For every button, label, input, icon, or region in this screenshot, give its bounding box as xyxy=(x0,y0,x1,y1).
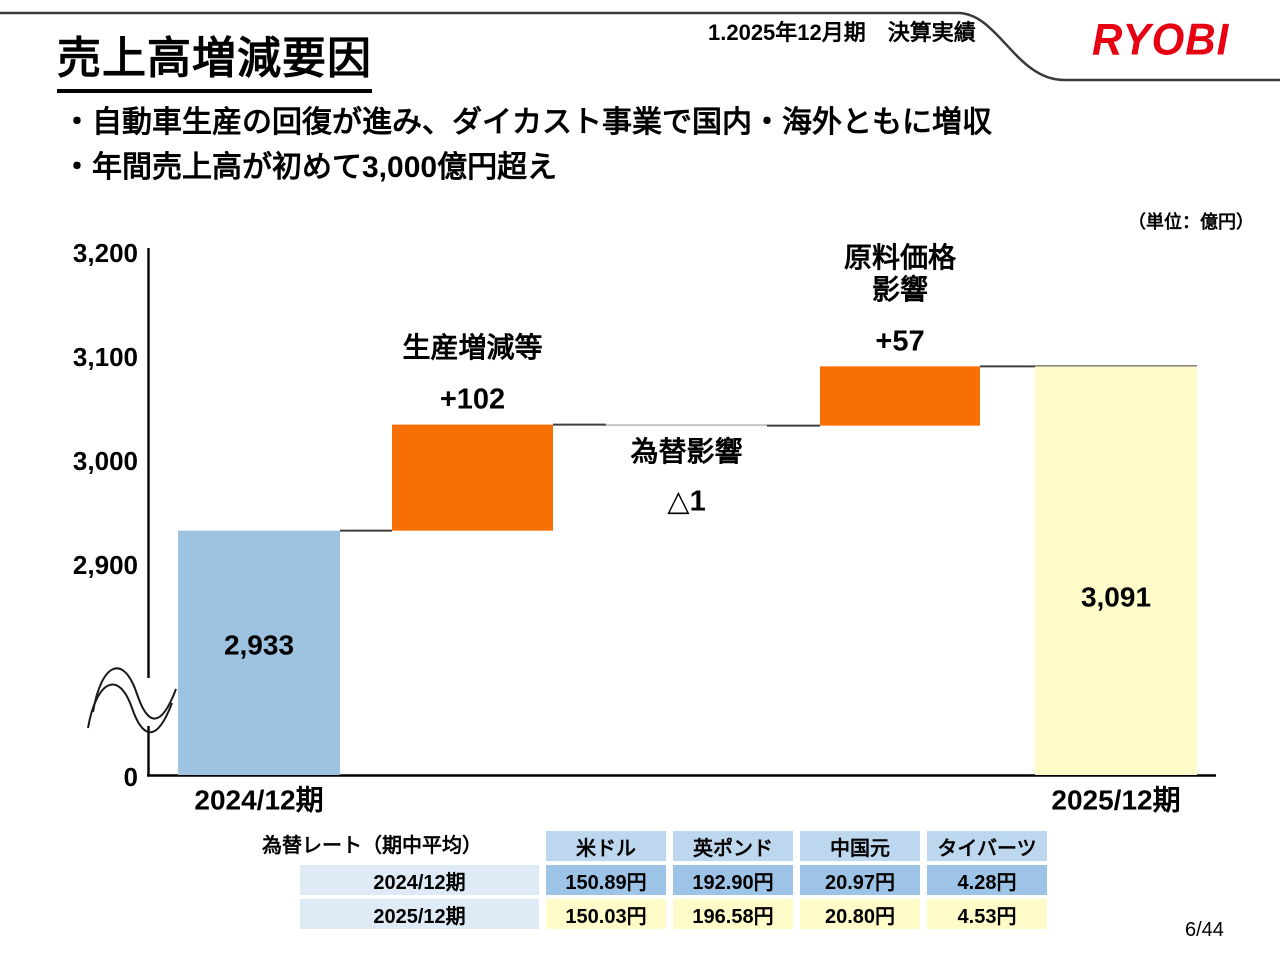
bullet-point: ・年間売上高が初めて3,000億円超え xyxy=(62,151,558,184)
waterfall-bar xyxy=(178,530,340,775)
fx-table-column-header: 英ポンド xyxy=(673,831,793,861)
x-axis-label: 2025/12期 xyxy=(1051,785,1180,816)
fx-table-column-header: タイバーツ xyxy=(927,831,1047,861)
fx-table-cell: 150.89円 xyxy=(546,865,666,895)
fx-table-corner-spacer xyxy=(300,831,539,861)
y-axis-tick-label: 2,900 xyxy=(73,550,138,580)
ryobi-logo: RYOBI xyxy=(1092,14,1230,65)
x-axis-label: 2024/12期 xyxy=(194,785,323,816)
fx-table-cell: 20.97円 xyxy=(800,865,920,895)
fx-table-cell: 20.80円 xyxy=(800,899,920,929)
fx-table-cell: 4.53円 xyxy=(927,899,1047,929)
chart-unit-label: （単位：億円） xyxy=(1128,212,1254,232)
y-axis-tick-label: 0 xyxy=(124,762,138,792)
y-axis-tick-label: 3,000 xyxy=(73,446,138,476)
axis-break-squiggle xyxy=(92,667,177,720)
bar-name-label: 為替影響 xyxy=(630,435,742,467)
waterfall-bar xyxy=(392,424,553,531)
page-title: 売上高増減要因 xyxy=(57,22,372,93)
waterfall-bar xyxy=(1035,366,1197,775)
bar-value-label: 3,091 xyxy=(1081,582,1151,613)
bar-delta-label: △1 xyxy=(667,486,705,518)
fx-table-cell: 196.58円 xyxy=(673,899,793,929)
fx-table-row-label: 2025/12期 xyxy=(300,899,539,929)
chart-axis xyxy=(147,248,1216,777)
y-axis-tick-label: 3,200 xyxy=(73,238,138,268)
fx-table-row-label: 2024/12期 xyxy=(300,865,539,895)
bar-name-label: 生産増減等 xyxy=(402,331,542,363)
fx-table-cell: 4.28円 xyxy=(927,865,1047,895)
fx-table-column-header: 米ドル xyxy=(546,831,666,861)
bar-value-label: 2,933 xyxy=(224,630,294,661)
y-axis-tick-label: 3,100 xyxy=(73,342,138,372)
section-breadcrumb: 1.2025年12月期 決算実績 xyxy=(708,20,976,45)
bar-delta-label: +57 xyxy=(875,325,924,357)
fx-table-cell: 150.03円 xyxy=(546,899,666,929)
fx-table-caption: 為替レート（期中平均） xyxy=(262,835,482,857)
bar-delta-label: +102 xyxy=(440,384,505,416)
bullet-point: ・自動車生産の回復が進み、ダイカスト事業で国内・海外ともに増収 xyxy=(62,106,992,139)
axis-break-squiggle xyxy=(87,683,173,734)
page-number: 6/44 xyxy=(1185,919,1224,941)
fx-table-column-header: 中国元 xyxy=(800,831,920,861)
waterfall-bar xyxy=(820,366,980,426)
bar-name-label: 原料価格 xyxy=(844,242,957,273)
bar-name-label: 影響 xyxy=(872,273,928,305)
fx-rate-table: 米ドル 英ポンド 中国元 タイバーツ 2024/12期 150.89円 192.90円 20.… xyxy=(300,831,1047,929)
fx-table-cell: 192.90円 xyxy=(673,865,793,895)
